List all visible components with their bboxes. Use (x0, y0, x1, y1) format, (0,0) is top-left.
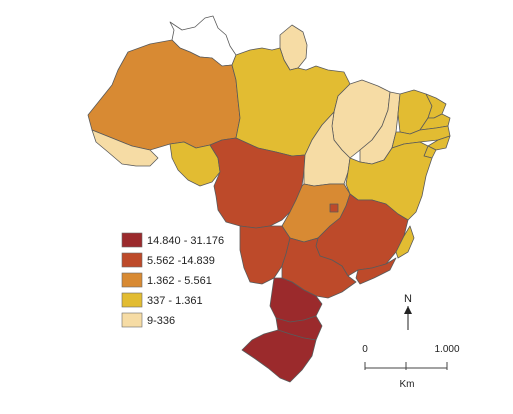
state-rio-grande-do-sul[interactable] (241, 329, 317, 383)
state-acre[interactable] (91, 129, 159, 167)
legend-swatch (121, 252, 143, 268)
legend-label: 14.840 - 31.176 (147, 235, 224, 247)
states-layer (87, 15, 451, 383)
state-alagoas[interactable] (427, 135, 451, 151)
legend: 14.840 - 31.176 5.562 -14.839 1.362 - 5.56… (121, 232, 224, 328)
legend-label: 5.562 -14.839 (147, 255, 215, 267)
legend-label: 1.362 - 5.561 (147, 275, 212, 287)
north-arrow-icon (404, 306, 412, 314)
state-rio-de-janeiro[interactable] (355, 257, 397, 285)
state-distrito-federal[interactable] (329, 203, 339, 213)
scale-end-label: 1.000 (434, 344, 459, 355)
north-label: N (404, 293, 412, 305)
scale-start-label: 0 (362, 344, 368, 355)
state-rondonia[interactable] (169, 141, 221, 187)
state-mato-grosso[interactable] (209, 137, 306, 229)
legend-label: 9-336 (147, 315, 175, 327)
north-arrow: N (404, 293, 412, 330)
legend-swatch (121, 312, 143, 328)
legend-swatch (121, 292, 143, 308)
scale-bar: 0 1.000 Km (362, 344, 460, 390)
scale-unit-label: Km (400, 379, 415, 390)
legend-swatch (121, 272, 143, 288)
legend-label: 337 - 1.361 (147, 295, 203, 307)
state-sao-paulo[interactable] (281, 237, 357, 299)
state-espirito-santo[interactable] (395, 225, 415, 259)
legend-swatch (121, 232, 143, 248)
